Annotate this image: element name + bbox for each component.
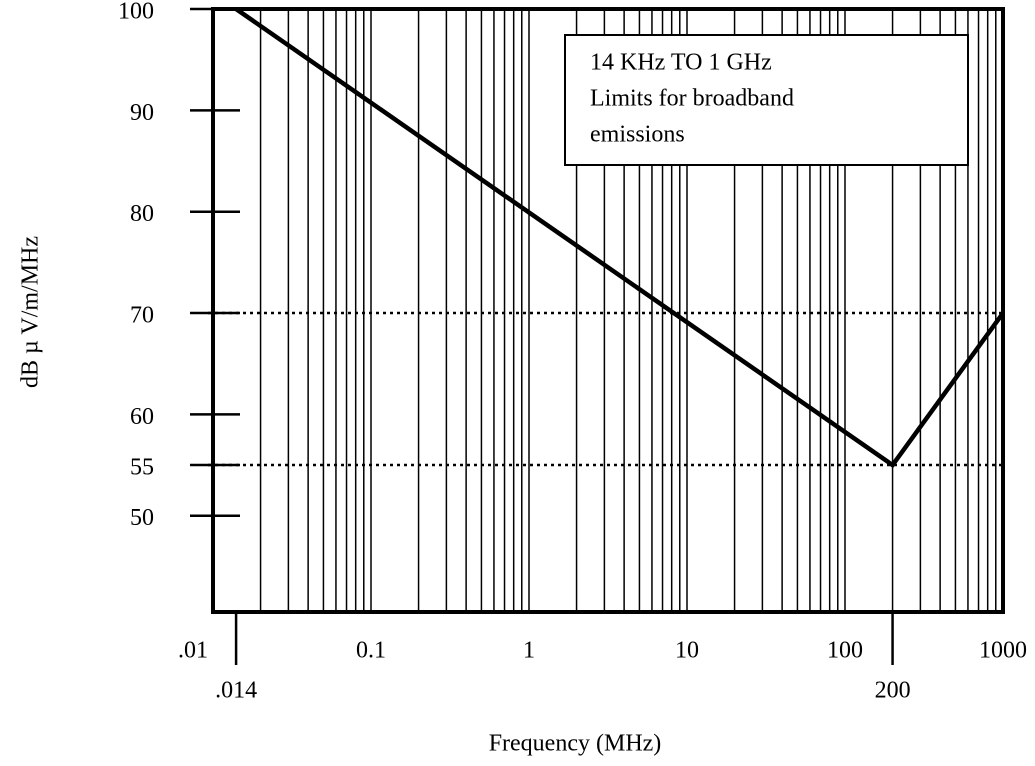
annotation-box	[564, 34, 969, 166]
y-tick-label: 90	[130, 100, 154, 126]
data-line	[234, 7, 1005, 469]
x-tick-label: 1000	[979, 638, 1027, 664]
x-tick-label: 0.1	[356, 638, 386, 664]
annotation-text: 14 KHz TO 1 GHz	[590, 50, 772, 76]
y-tick-label: 55	[130, 455, 154, 481]
x-tick-label: 200	[875, 678, 911, 704]
y-tick-label: 60	[130, 404, 154, 430]
y-tick-label: 80	[130, 201, 154, 227]
annotation-text: emissions	[590, 122, 685, 148]
x-axis-label: Frequency (MHz)	[489, 731, 662, 757]
annotation-text: Limits for broadband	[590, 86, 794, 112]
y-tick-label: 50	[130, 505, 154, 531]
x-tick-label: 100	[827, 638, 863, 664]
y-tick-label: 70	[130, 303, 154, 329]
x-tick-label: .01	[178, 638, 208, 664]
y-axis-label: dB µ V/m/MHz	[18, 236, 44, 388]
y-tick-label: 100	[118, 0, 154, 25]
plot-frame	[211, 7, 1005, 614]
x-tick-label: 1	[523, 638, 535, 664]
x-tick-label: 10	[675, 638, 699, 664]
x-tick-label: .014	[215, 678, 257, 704]
